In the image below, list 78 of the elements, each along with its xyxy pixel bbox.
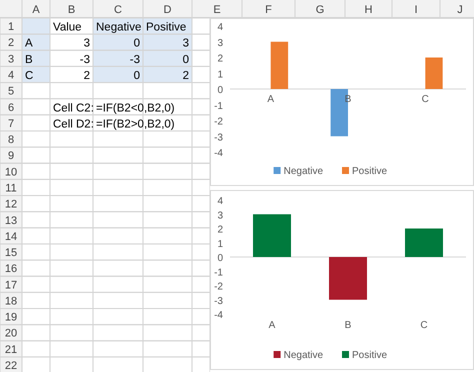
y-tick-label: 2 <box>217 54 224 64</box>
text: Positive <box>146 22 186 34</box>
x-tick-label: G <box>316 4 324 16</box>
y-tick-label: 1 <box>217 69 224 80</box>
text: 0 <box>134 38 140 50</box>
text: -3 <box>130 54 140 66</box>
y-tick-label: 0 <box>217 253 224 264</box>
x-tick-label: C <box>422 94 429 105</box>
text: 0 <box>182 54 189 66</box>
text: 3 <box>182 38 189 50</box>
y-tick-label: 3 <box>8 53 14 66</box>
y-tick-label: -3 <box>214 132 224 144</box>
y-tick-label: 2 <box>217 224 224 236</box>
y-tick-label: 0 <box>217 85 224 96</box>
text: =IF(B2>0,B2,0) <box>96 118 175 130</box>
y-tick-label: -4 <box>214 148 224 159</box>
legend-label: Positive <box>352 350 388 361</box>
y-tick-label: 19 <box>4 312 18 324</box>
y-tick-label: 1 <box>8 21 14 34</box>
y-tick-label: -4 <box>214 310 224 321</box>
text: =IF(B2<0,B2,0) <box>96 102 175 114</box>
y-tick-label: 13 <box>4 214 18 227</box>
y-tick-label: 5 <box>8 86 14 98</box>
y-tick-label: 3 <box>217 210 224 222</box>
text: 2 <box>182 70 189 82</box>
x-tick-label: C <box>420 320 428 331</box>
x-tick-label: J <box>457 4 463 16</box>
y-tick-label: 4 <box>217 196 224 207</box>
y-tick-label: -1 <box>214 267 224 278</box>
text: -3 <box>80 54 90 66</box>
y-tick-label: 18 <box>4 295 18 308</box>
y-tick-label: 2 <box>8 37 14 50</box>
x-tick-label: I <box>414 4 418 16</box>
y-tick-label: 21 <box>4 344 18 356</box>
category-label: 2 <box>84 70 90 82</box>
y-tick-label: 3 <box>217 38 224 49</box>
y-tick-label: 8 <box>8 134 14 146</box>
x-tick-label: A <box>267 94 274 105</box>
y-tick-label: -3 <box>214 296 224 307</box>
y-tick-label: -1 <box>214 100 224 112</box>
y-tick-label: 20 <box>4 328 18 340</box>
x-tick-label: A <box>268 320 276 331</box>
x-tick-label: F <box>265 4 272 16</box>
y-tick-label: 4 <box>217 22 224 33</box>
text: 3 <box>84 38 90 50</box>
x-tick-label: E <box>213 4 221 16</box>
text: 0 <box>134 70 140 82</box>
y-tick-label: 16 <box>4 263 18 276</box>
x-tick-label: H <box>364 4 373 16</box>
x-tick-label: A <box>32 4 40 16</box>
x-tick-label: B <box>344 320 352 331</box>
y-tick-label: -2 <box>214 282 224 292</box>
y-tick-label: 7 <box>8 118 14 130</box>
y-tick-label: -2 <box>214 116 224 128</box>
text: C <box>25 70 34 82</box>
y-tick-label: 10 <box>4 166 18 178</box>
text: A <box>25 38 33 50</box>
text: B <box>25 54 33 66</box>
x-tick-label: C <box>114 4 122 16</box>
y-tick-label: 9 <box>8 150 14 162</box>
legend-label: Negative <box>284 350 324 361</box>
y-tick-label: 14 <box>4 230 18 243</box>
y-tick-label: 1 <box>217 238 224 250</box>
y-tick-label: 11 <box>5 182 17 194</box>
x-tick-label: B <box>68 4 76 16</box>
y-tick-label: 15 <box>4 247 18 260</box>
legend-label: Positive <box>352 166 388 177</box>
y-tick-label: 22 <box>4 360 18 372</box>
y-tick-label: 12 <box>4 198 18 211</box>
y-tick-label: 4 <box>8 69 14 82</box>
x-tick-label: D <box>164 4 172 16</box>
text: Negative <box>96 22 142 34</box>
legend-label: Negative <box>284 166 324 177</box>
y-tick-label: 17 <box>4 279 18 292</box>
text: Cell C2: <box>53 102 94 114</box>
y-tick-label: 6 <box>8 102 14 114</box>
text: Value <box>53 22 82 34</box>
text: Cell D2: <box>53 118 94 130</box>
